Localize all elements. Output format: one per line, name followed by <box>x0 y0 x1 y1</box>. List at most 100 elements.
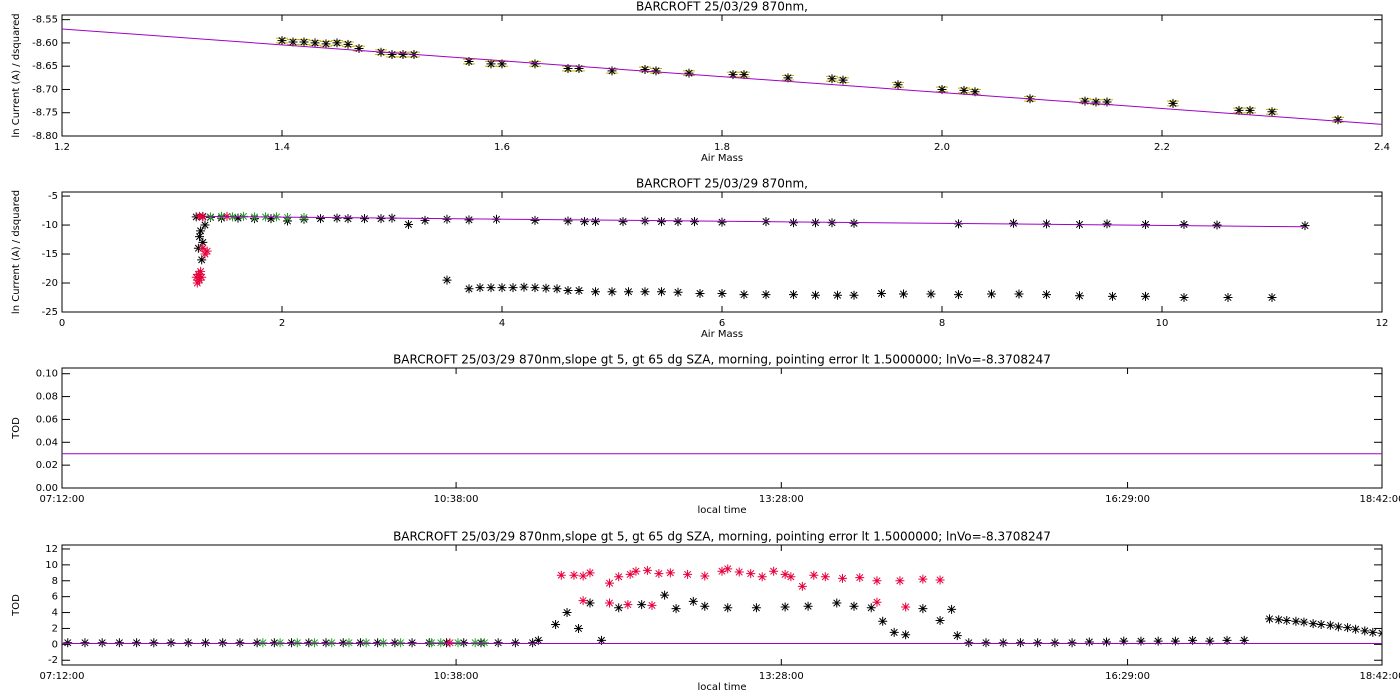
x-tick-label: 2 <box>279 318 285 329</box>
data-point <box>935 575 945 585</box>
data-point <box>361 638 371 648</box>
data-point <box>1091 97 1101 107</box>
y-tick-label: -8.60 <box>32 38 58 49</box>
data-point <box>1033 638 1043 648</box>
data-point <box>1014 289 1024 299</box>
fit-line <box>204 215 1306 228</box>
data-point <box>631 566 641 576</box>
data-point <box>1343 623 1353 633</box>
data-point <box>1267 293 1277 303</box>
data-point <box>1368 627 1378 637</box>
data-point <box>833 290 842 300</box>
data-point <box>470 638 480 648</box>
y-tick-label: -15 <box>42 249 58 260</box>
data-point <box>354 44 364 54</box>
data-point <box>1265 614 1275 624</box>
data-point <box>316 214 325 224</box>
x-axis-label: local time <box>697 682 746 693</box>
data-point <box>926 289 936 299</box>
y-tick-label: 4 <box>52 608 58 619</box>
data-point <box>695 288 705 298</box>
x-tick-label: 10:38:00 <box>434 494 479 505</box>
y-axis-label: ln Current (A) / dsquared <box>11 13 22 137</box>
data-point <box>310 638 320 648</box>
data-point <box>552 284 562 294</box>
data-point <box>849 601 859 611</box>
data-point <box>591 287 600 297</box>
data-point <box>657 287 666 297</box>
data-point <box>373 638 383 648</box>
plot-area <box>62 564 1382 648</box>
x-tick-label: 1.6 <box>494 142 510 153</box>
data-point <box>1119 636 1129 646</box>
data-point <box>673 287 683 297</box>
data-point <box>442 275 452 285</box>
data-point <box>574 623 584 633</box>
data-point <box>607 66 617 76</box>
data-point <box>486 59 496 69</box>
data-point <box>1188 635 1198 645</box>
data-point <box>684 68 694 78</box>
data-point <box>877 288 886 298</box>
data-point <box>233 213 243 223</box>
data-point <box>275 638 285 648</box>
y-tick-label: 8 <box>52 576 58 587</box>
data-point <box>665 568 675 578</box>
data-point <box>266 214 276 224</box>
data-point <box>895 576 905 586</box>
x-axis-label: Air Mass <box>701 153 743 164</box>
data-point <box>728 70 738 80</box>
data-point <box>998 638 1008 648</box>
data-point <box>1050 638 1060 648</box>
data-point <box>607 287 617 297</box>
data-point <box>327 638 337 648</box>
data-point <box>493 638 503 648</box>
x-tick-label: 12 <box>1376 318 1389 329</box>
data-point <box>149 638 159 648</box>
x-tick-label: 2.2 <box>1154 142 1170 153</box>
data-point <box>872 597 882 607</box>
data-point <box>459 638 469 648</box>
data-point <box>132 638 142 648</box>
y-tick-label: -8.75 <box>32 108 58 119</box>
data-point <box>1333 115 1343 125</box>
data-point <box>673 217 683 227</box>
data-point <box>855 573 865 583</box>
data-point <box>442 214 452 224</box>
x-tick-label: 1.2 <box>54 142 70 153</box>
data-point <box>1102 637 1112 647</box>
data-point <box>797 581 807 591</box>
fit-line <box>62 28 1382 125</box>
data-point <box>1168 98 1178 108</box>
y-tick-label: -20 <box>42 278 58 289</box>
data-point <box>200 220 210 230</box>
data-point <box>717 288 727 298</box>
data-point <box>1084 637 1094 647</box>
data-point <box>838 573 848 583</box>
data-point <box>1108 291 1117 301</box>
data-point <box>574 64 584 74</box>
data-point <box>591 217 600 227</box>
data-point <box>769 566 779 576</box>
panel: BARCROFT 25/03/29 870nm, Air Mass ln Curre… <box>11 0 1390 164</box>
data-point <box>700 601 710 611</box>
y-axis-label: TOD <box>11 594 22 617</box>
data-point <box>585 598 595 608</box>
data-point <box>660 590 670 600</box>
data-point <box>1153 636 1163 646</box>
y-axis-label: TOD <box>11 417 22 440</box>
data-point <box>618 217 628 227</box>
data-point <box>196 266 206 276</box>
data-point <box>780 602 790 612</box>
x-tick-label: 2.4 <box>1374 142 1390 153</box>
data-point <box>838 75 848 85</box>
data-point <box>786 572 796 582</box>
data-point <box>878 616 888 626</box>
x-tick-label: 8 <box>939 318 945 329</box>
data-point <box>321 39 331 49</box>
data-point <box>332 38 342 48</box>
data-point <box>299 37 309 47</box>
data-point <box>605 578 615 588</box>
data-point <box>343 39 353 49</box>
